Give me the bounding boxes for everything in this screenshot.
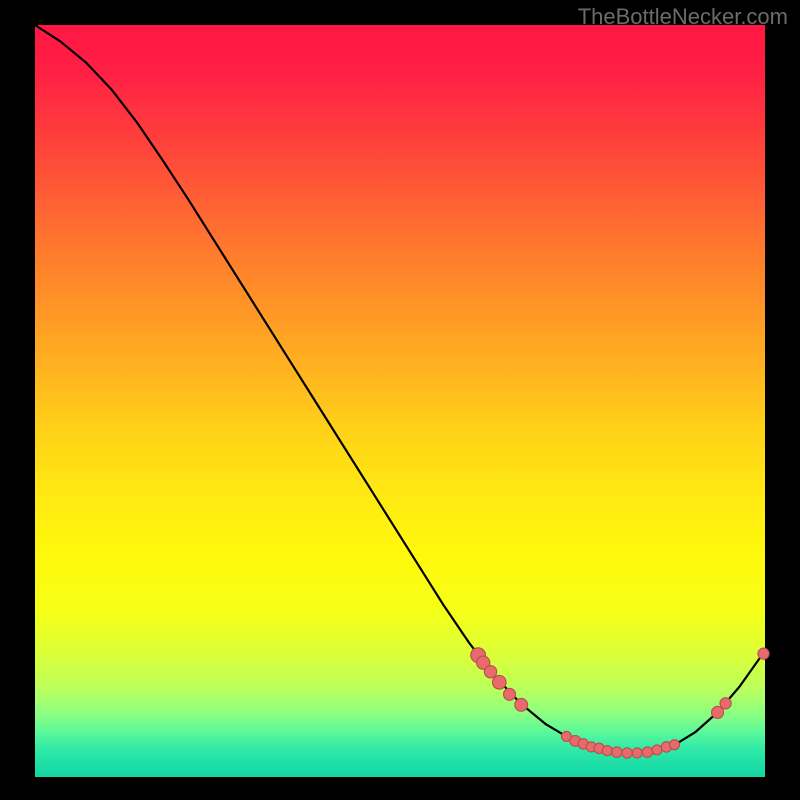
data-marker [602,746,612,756]
data-marker [612,747,622,757]
data-marker [632,748,642,758]
data-marker [492,675,506,689]
data-marker [504,688,516,700]
data-marker [622,748,632,758]
chart-canvas: TheBottleNecker.com [0,0,800,800]
chart-overlay [0,0,800,800]
data-marker [758,648,769,659]
data-marker [484,666,496,678]
data-marker [720,698,731,709]
data-marker [515,698,528,711]
data-marker [669,740,679,750]
data-marker [712,706,724,718]
data-marker [652,745,662,755]
bottleneck-curve [35,25,765,753]
data-marker [642,747,652,757]
marker-group [471,648,769,758]
watermark-text: TheBottleNecker.com [578,4,788,30]
